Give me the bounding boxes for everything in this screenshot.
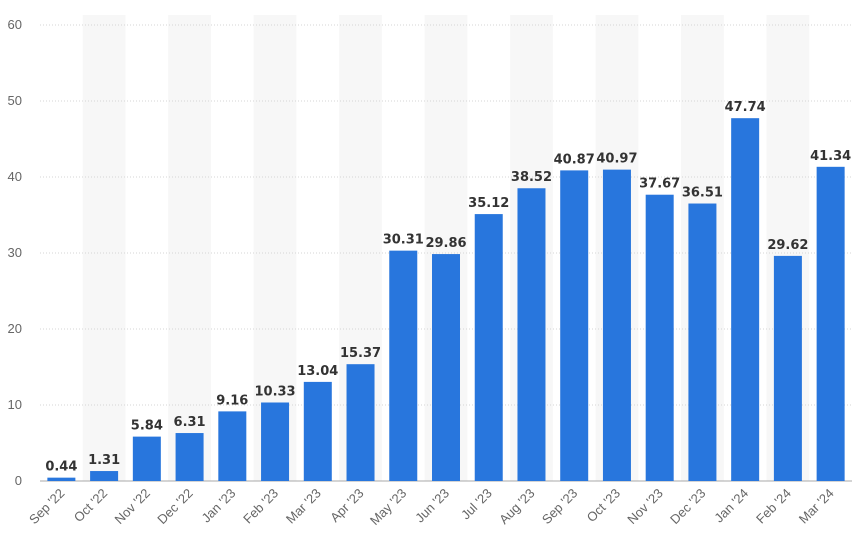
data-label: 15.37 <box>340 346 381 361</box>
x-tick-label: Jul '23 <box>458 486 495 523</box>
data-label: 37.67 <box>639 177 680 192</box>
y-axis-ticks: 0 10 20 30 40 50 60 <box>8 17 22 488</box>
bar <box>517 188 546 482</box>
x-tick-label: Feb '23 <box>240 486 281 527</box>
bar <box>175 433 204 481</box>
y-tick-label: 20 <box>8 321 22 336</box>
bar <box>474 214 503 481</box>
x-tick-label: May '23 <box>367 486 410 529</box>
y-tick-label: 50 <box>8 93 22 108</box>
x-tick-label: Sep '22 <box>26 486 67 527</box>
x-axis-ticks: Sep '22 Oct '22 Nov '22 Dec '22 Jan '23 Feb '… <box>26 486 837 529</box>
bar <box>560 170 589 481</box>
data-label: 36.51 <box>682 186 723 201</box>
y-tick-label: 40 <box>8 169 22 184</box>
bar <box>816 166 845 482</box>
x-tick-label: Dec '22 <box>154 486 195 527</box>
x-tick-label: Nov '23 <box>624 486 665 527</box>
bars <box>47 118 845 482</box>
x-tick-label: Mar '23 <box>283 486 324 527</box>
x-tick-label: Sep '23 <box>539 486 580 527</box>
data-label: 47.74 <box>725 100 766 115</box>
x-tick-label: Jan '24 <box>711 486 751 526</box>
data-label: 35.12 <box>468 196 509 211</box>
data-label: 1.31 <box>88 453 120 468</box>
x-tick-label: Oct '22 <box>71 486 110 525</box>
bar <box>346 364 375 481</box>
data-label: 13.04 <box>297 364 338 379</box>
column-band <box>168 15 211 481</box>
bar <box>731 118 760 482</box>
bar <box>90 471 119 481</box>
bar <box>688 203 717 482</box>
x-tick-label: Dec '23 <box>667 486 708 527</box>
x-tick-label: Oct '23 <box>584 486 623 525</box>
y-tick-label: 30 <box>8 245 22 260</box>
x-tick-label: Mar '24 <box>796 486 837 527</box>
y-tick-label: 60 <box>8 17 22 32</box>
y-tick-label: 10 <box>8 397 22 412</box>
bar <box>132 436 161 481</box>
column-band <box>82 15 126 481</box>
bar <box>773 255 802 481</box>
data-label: 5.84 <box>131 419 163 434</box>
bar <box>261 402 290 481</box>
data-label: 0.44 <box>45 460 77 475</box>
x-tick-label: Nov '22 <box>111 486 152 527</box>
data-label: 9.16 <box>216 393 248 408</box>
y-tick-label: 0 <box>15 473 22 488</box>
x-tick-label: Jun '23 <box>412 486 452 526</box>
bar <box>47 477 76 481</box>
data-label: 41.34 <box>810 149 851 164</box>
data-label: 38.52 <box>511 170 552 185</box>
bar <box>432 254 460 481</box>
x-tick-label: Jan '23 <box>198 486 238 526</box>
bar <box>218 411 247 481</box>
bar <box>645 194 674 481</box>
x-tick-label: Aug '23 <box>496 486 537 527</box>
data-label: 30.31 <box>383 233 424 248</box>
data-label: 29.62 <box>767 238 808 253</box>
data-label: 29.86 <box>425 236 466 251</box>
data-label: 10.33 <box>254 384 295 399</box>
x-tick-label: Apr '23 <box>327 486 366 525</box>
data-label: 40.87 <box>554 152 595 167</box>
data-label: 6.31 <box>174 415 206 430</box>
data-label: 40.97 <box>596 152 637 167</box>
bar <box>303 381 332 481</box>
bar <box>602 169 631 482</box>
x-tick-label: Feb '24 <box>753 486 794 527</box>
bar <box>389 250 418 481</box>
